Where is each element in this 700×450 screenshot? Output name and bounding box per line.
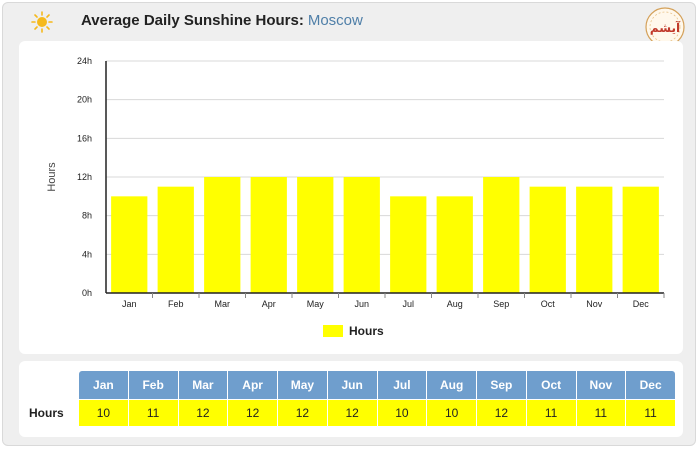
x-tick-label: Jun: [354, 299, 369, 309]
y-tick-label: 24h: [77, 56, 92, 66]
x-tick-label: Apr: [262, 299, 276, 309]
x-tick-label: May: [307, 299, 325, 309]
title-text: Average Daily Sunshine Hours:: [81, 12, 304, 29]
header: Average Daily Sunshine Hours: Moscow آیشم: [3, 3, 697, 47]
table-value-cell: 11: [626, 400, 675, 426]
bar-sep: [483, 177, 520, 293]
table-value-row: 10 11 12 12 12 12 10 10 12 11 11 11: [79, 400, 675, 426]
y-tick-label: 16h: [77, 133, 92, 143]
table-value-cell: 11: [128, 400, 179, 426]
table-value-cell: 12: [278, 400, 328, 426]
bar-nov: [576, 186, 613, 293]
page-title: Average Daily Sunshine Hours: Moscow: [81, 12, 363, 29]
table-month-header: Jul: [377, 371, 428, 399]
data-table-panel: Hours Jan Feb Mar Apr May Jun Jul Aug Sep Oct Nov D…: [19, 361, 683, 437]
bar-mar: [204, 177, 241, 293]
logo-text: آیشم: [650, 20, 681, 35]
x-tick-label: Mar: [215, 299, 231, 309]
table-value-cell: 12: [327, 400, 378, 426]
table-value-cell: 12: [178, 400, 229, 426]
bar-jun: [343, 177, 380, 293]
y-tick-label: 8h: [82, 211, 92, 221]
table-month-header: Feb: [128, 371, 179, 399]
bar-may: [297, 177, 334, 293]
x-tick-label: Jan: [122, 299, 137, 309]
table-value-cell: 11: [576, 400, 627, 426]
x-tick-label: Aug: [447, 299, 463, 309]
bar-dec: [622, 186, 659, 293]
x-tick-label: Dec: [633, 299, 650, 309]
table-month-header: Aug: [427, 371, 477, 399]
x-tick-label: Sep: [493, 299, 509, 309]
table-month-header: Oct: [526, 371, 577, 399]
bar-feb: [157, 186, 194, 293]
bar-jan: [111, 196, 148, 293]
legend[interactable]: Hours: [323, 323, 384, 339]
y-tick-label: 4h: [82, 249, 92, 259]
y-tick-label: 12h: [77, 172, 92, 182]
bar-jul: [390, 196, 427, 293]
sun-icon: [31, 11, 53, 33]
table-month-header: Nov: [576, 371, 627, 399]
widget-frame: Average Daily Sunshine Hours: Moscow آیشم…: [2, 2, 696, 446]
table-month-header: Apr: [228, 371, 278, 399]
x-tick-label: Oct: [541, 299, 556, 309]
chart-panel: 0h 4h 8h 12h 16h 20h 24h Hours Jan Feb Mar Apr May Ju…: [19, 41, 683, 354]
x-tick-label: Feb: [168, 299, 184, 309]
table-value-cell: 10: [79, 400, 129, 426]
city-name: Moscow: [307, 12, 363, 29]
legend-label: Hours: [349, 324, 384, 338]
table-row-label: Hours: [29, 406, 64, 420]
table-month-header: Jan: [79, 371, 129, 399]
table-header-row: Jan Feb Mar Apr May Jun Jul Aug Sep Oct Nov Dec: [79, 371, 675, 399]
legend-swatch: [323, 325, 343, 337]
table-month-header: Sep: [477, 371, 527, 399]
bar-oct: [529, 186, 566, 293]
table-value-cell: 10: [427, 400, 477, 426]
x-tick-label: Jul: [402, 299, 414, 309]
table-month-header: Jun: [327, 371, 378, 399]
table-value-cell: 12: [477, 400, 527, 426]
bar-apr: [250, 177, 287, 293]
table-value-cell: 10: [377, 400, 428, 426]
table-month-header: Mar: [178, 371, 229, 399]
site-logo[interactable]: آیشم: [635, 6, 695, 48]
y-tick-label: 0h: [82, 288, 92, 298]
table-month-header: May: [278, 371, 328, 399]
table-value-cell: 11: [526, 400, 577, 426]
bar-aug: [436, 196, 473, 293]
y-tick-label: 20h: [77, 95, 92, 105]
table-value-cell: 12: [228, 400, 278, 426]
y-axis-title: Hours: [46, 162, 58, 192]
table-month-header: Dec: [626, 371, 675, 399]
bar-chart: 0h 4h 8h 12h 16h 20h 24h Hours Jan Feb Mar Apr May Ju…: [46, 56, 665, 309]
x-tick-label: Nov: [586, 299, 603, 309]
